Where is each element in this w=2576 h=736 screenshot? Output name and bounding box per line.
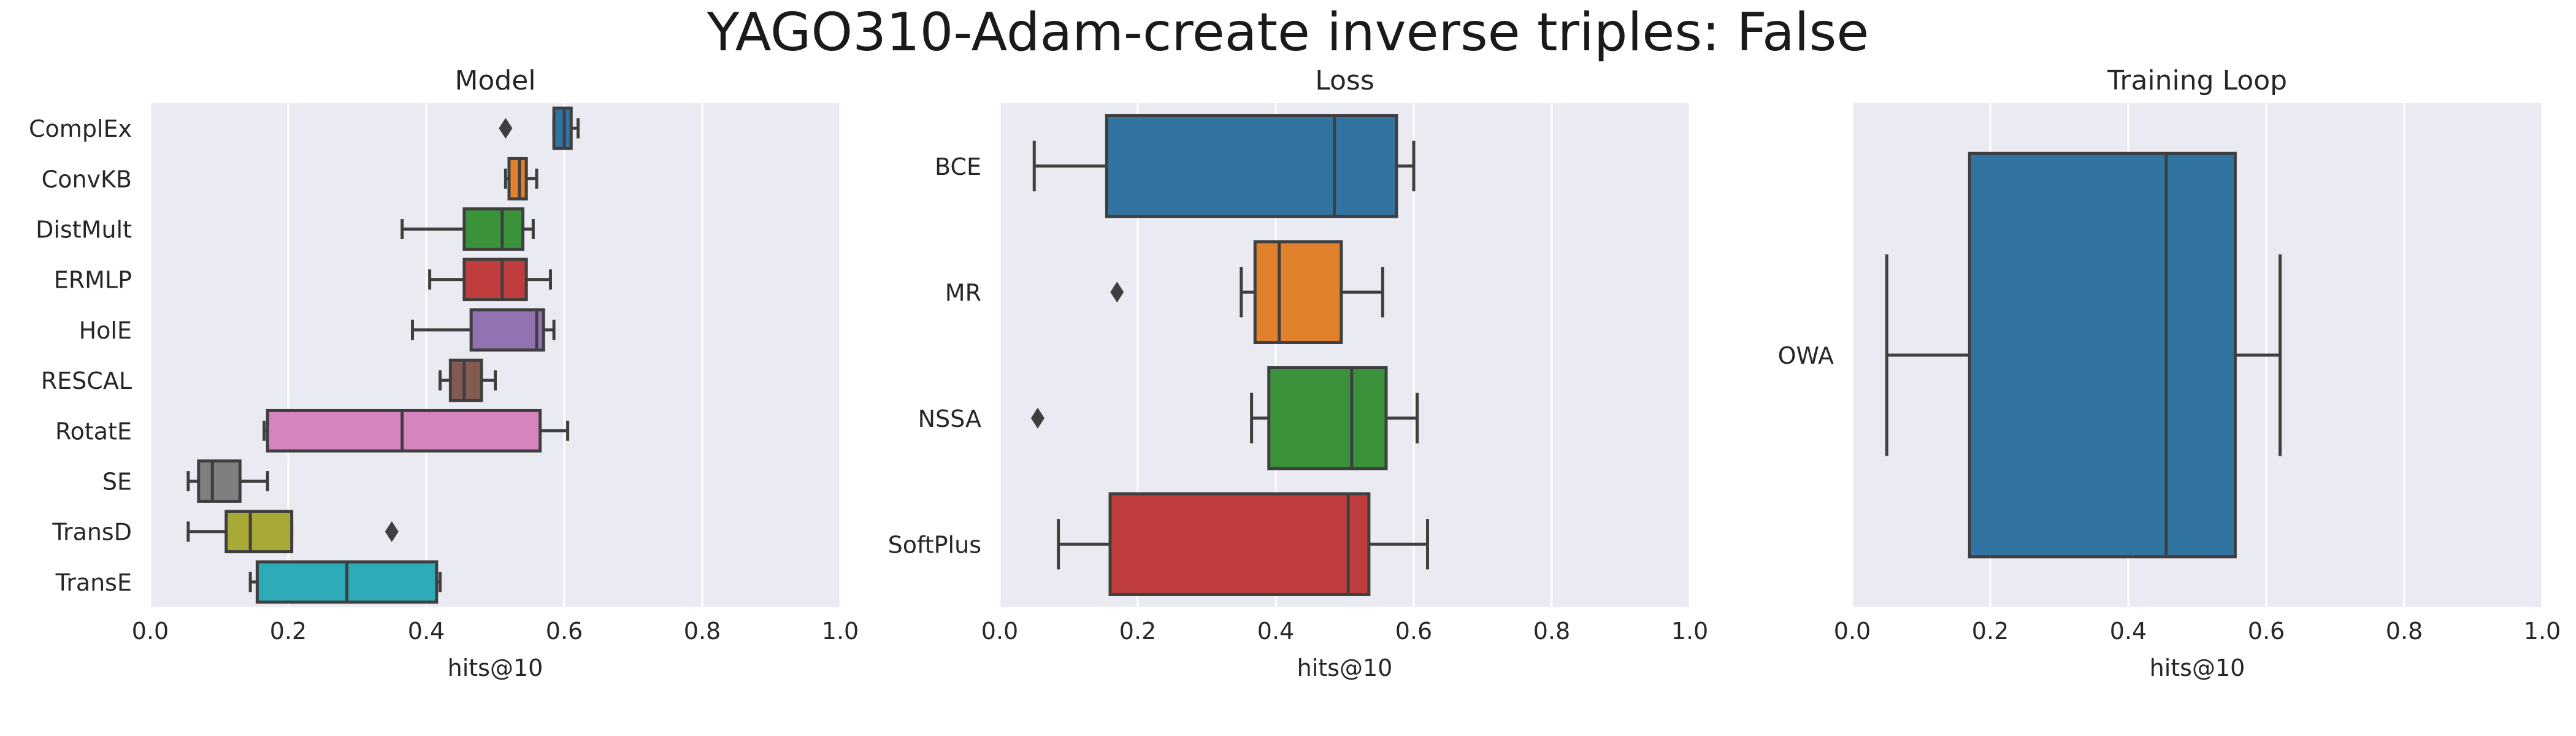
x-tick-label: 0.0	[981, 618, 1018, 645]
box-iqr	[1267, 366, 1388, 470]
x-tick-label: 0.8	[2386, 618, 2423, 645]
box-iqr	[552, 106, 573, 150]
x-tick-label: 0.4	[408, 618, 445, 645]
panel-training-loop: 0.0 0.2 0.4 0.6 0.8 1.0 Training Loop hits@10 OW…	[1778, 65, 2561, 681]
x-tick-label: 0.8	[684, 618, 721, 645]
category-label: BCE	[935, 153, 981, 180]
category-label: ConvKB	[42, 166, 132, 193]
category-label: HolE	[79, 317, 132, 344]
x-tick-label: 0.6	[546, 618, 583, 645]
box-convkb: ConvKB	[42, 156, 539, 201]
box-transe: TransE	[55, 560, 442, 604]
category-label: TransE	[55, 569, 132, 596]
category-label: RotatE	[55, 418, 132, 445]
box-bce: BCE	[935, 114, 1416, 218]
outlier-marker	[385, 521, 399, 542]
box-rescal: RESCAL	[41, 358, 497, 402]
box-owa: OWA	[1778, 151, 2282, 559]
box-iqr	[1105, 114, 1398, 218]
box-iqr	[1968, 151, 2237, 559]
box-iqr	[448, 358, 483, 402]
x-tick-label: 0.4	[2110, 618, 2147, 645]
box-complex: ComplEx	[29, 106, 580, 150]
box-hole: HolE	[79, 308, 556, 352]
category-label: DistMult	[36, 217, 132, 243]
x-tick-label: 0.2	[270, 618, 307, 645]
box-iqr	[462, 258, 528, 302]
category-label: OWA	[1778, 342, 1834, 369]
x-tick-label: 0.2	[1972, 618, 2009, 645]
panel-title: Training Loop	[2107, 65, 2287, 96]
box-iqr	[266, 408, 542, 453]
box-ermlp: ERMLP	[54, 258, 552, 302]
x-axis-label: hits@10	[2150, 654, 2245, 681]
box-se: SE	[102, 459, 269, 503]
outlier-marker	[1030, 407, 1045, 429]
panel-title: Model	[454, 65, 535, 96]
x-tick-label: 0.2	[1119, 618, 1156, 645]
x-tick-label: 0.6	[1395, 618, 1432, 645]
x-tick-label: 1.0	[1671, 618, 1708, 645]
box-iqr	[224, 510, 294, 554]
x-axis-label: hits@10	[448, 654, 543, 681]
box-iqr	[1108, 492, 1371, 596]
category-label: MR	[945, 279, 981, 306]
box-transd: TransD	[52, 510, 399, 554]
x-tick-label: 1.0	[2524, 618, 2561, 645]
category-label: ComplEx	[29, 115, 132, 142]
category-label: SE	[102, 469, 132, 496]
box-softplus: SoftPlus	[888, 492, 1429, 596]
panel-title: Loss	[1315, 65, 1374, 96]
box-rotate: RotatE	[55, 408, 570, 453]
x-tick-label: 0.4	[1257, 618, 1294, 645]
box-iqr	[197, 459, 242, 503]
box-distmult: DistMult	[36, 207, 535, 251]
outlier-marker	[1110, 282, 1124, 303]
x-axis-label: hits@10	[1297, 654, 1393, 681]
box-iqr	[507, 156, 528, 201]
box-iqr	[462, 207, 524, 251]
box-nssa: NSSA	[918, 366, 1419, 470]
category-label: ERMLP	[54, 267, 132, 294]
x-tick-label: 0.8	[1533, 618, 1570, 645]
panel-loss: 0.0 0.2 0.4 0.6 0.8 1.0 Loss hits@10 BCE MR NSSA So…	[888, 65, 1709, 681]
panel-model: 0.0 0.2 0.4 0.6 0.8 1.0 Model hits@10 ComplEx Con…	[29, 65, 859, 681]
box-mr: MR	[945, 240, 1384, 344]
category-label: NSSA	[918, 405, 981, 432]
box-iqr	[1253, 240, 1343, 344]
outlier-marker	[499, 118, 513, 139]
x-tick-label: 1.0	[822, 618, 859, 645]
box-iqr	[469, 308, 545, 352]
category-label: RESCAL	[41, 367, 132, 394]
category-label: TransD	[52, 519, 132, 546]
x-tick-label: 0.0	[132, 618, 169, 645]
x-tick-label: 0.0	[1834, 618, 1871, 645]
category-label: SoftPlus	[888, 531, 981, 558]
x-tick-label: 0.6	[2248, 618, 2285, 645]
figure-title: YAGO310-Adam-create inverse triples: Fal…	[707, 2, 1869, 63]
